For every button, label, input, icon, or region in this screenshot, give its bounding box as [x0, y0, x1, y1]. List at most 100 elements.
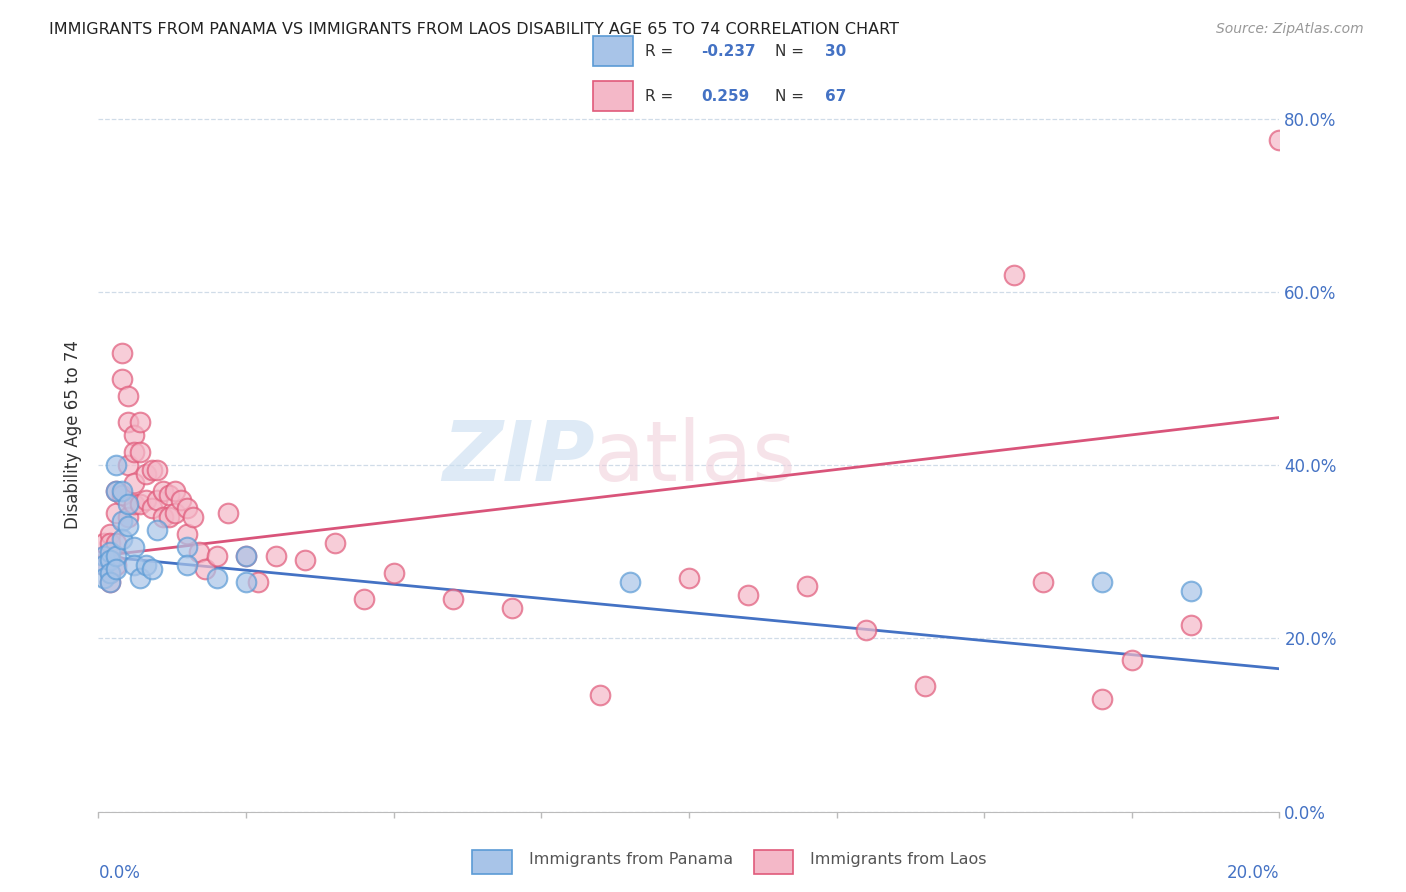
Point — [122, 558, 145, 572]
Point — [105, 506, 128, 520]
Point — [737, 588, 759, 602]
Point — [205, 549, 228, 563]
Point — [146, 462, 169, 476]
Point — [1091, 692, 1114, 706]
Text: R =: R = — [645, 44, 679, 59]
Point — [235, 549, 257, 563]
Point — [1180, 583, 1202, 598]
Point — [128, 415, 150, 429]
Text: atlas: atlas — [595, 417, 796, 498]
Point — [98, 566, 121, 581]
Point — [187, 545, 209, 559]
Point — [181, 510, 204, 524]
Text: -0.237: -0.237 — [702, 44, 755, 59]
Point — [111, 371, 134, 385]
Point — [146, 523, 169, 537]
Point — [98, 545, 121, 559]
Text: N =: N = — [775, 44, 808, 59]
Point — [122, 541, 145, 555]
Point — [235, 575, 257, 590]
Point — [176, 541, 198, 555]
Point — [589, 688, 612, 702]
Point — [98, 575, 121, 590]
Point — [141, 501, 163, 516]
Point — [111, 345, 134, 359]
Text: IMMIGRANTS FROM PANAMA VS IMMIGRANTS FROM LAOS DISABILITY AGE 65 TO 74 CORRELATI: IMMIGRANTS FROM PANAMA VS IMMIGRANTS FRO… — [49, 22, 900, 37]
Point — [176, 501, 198, 516]
Point — [176, 558, 198, 572]
Point — [117, 415, 139, 429]
Point — [98, 575, 121, 590]
Point — [122, 475, 145, 490]
Text: R =: R = — [645, 88, 679, 103]
Point — [98, 536, 121, 550]
Point — [93, 558, 115, 572]
Point — [135, 558, 157, 572]
Point — [122, 428, 145, 442]
Point — [93, 549, 115, 563]
Point — [135, 467, 157, 481]
Point — [170, 492, 193, 507]
Text: 0.259: 0.259 — [702, 88, 749, 103]
Point — [93, 549, 115, 563]
Text: 0.0%: 0.0% — [98, 864, 141, 882]
Point — [1002, 268, 1025, 282]
Point — [176, 527, 198, 541]
Point — [117, 497, 139, 511]
Point — [135, 492, 157, 507]
Point — [105, 558, 128, 572]
Text: N =: N = — [775, 88, 808, 103]
Point — [1180, 618, 1202, 632]
Point — [294, 553, 316, 567]
Point — [246, 575, 269, 590]
Point — [501, 601, 523, 615]
Bar — [593, 81, 633, 111]
Text: 20.0%: 20.0% — [1227, 864, 1279, 882]
Point — [914, 679, 936, 693]
Point — [98, 527, 121, 541]
Point — [1091, 575, 1114, 590]
Point — [105, 484, 128, 499]
Point — [117, 458, 139, 472]
Text: Source: ZipAtlas.com: Source: ZipAtlas.com — [1216, 22, 1364, 37]
Point — [157, 510, 180, 524]
Point — [98, 566, 121, 581]
Point — [619, 575, 641, 590]
Y-axis label: Disability Age 65 to 74: Disability Age 65 to 74 — [65, 341, 83, 529]
Point — [128, 571, 150, 585]
Point — [105, 562, 128, 576]
Point — [105, 549, 128, 563]
Point — [98, 553, 121, 567]
Point — [128, 497, 150, 511]
Point — [128, 445, 150, 459]
Point — [105, 484, 128, 499]
Point — [165, 506, 187, 520]
Point — [105, 458, 128, 472]
Point — [98, 553, 121, 567]
Point — [323, 536, 346, 550]
Point — [122, 497, 145, 511]
Point — [1268, 133, 1291, 147]
Point — [105, 536, 128, 550]
Point — [264, 549, 287, 563]
Bar — [754, 850, 793, 873]
Point — [678, 571, 700, 585]
Point — [111, 532, 134, 546]
Point — [111, 484, 134, 499]
Point — [93, 536, 115, 550]
Point — [382, 566, 405, 581]
Point — [353, 592, 375, 607]
Point — [122, 445, 145, 459]
Point — [1121, 653, 1143, 667]
Point — [152, 510, 174, 524]
Point — [796, 579, 818, 593]
Bar — [472, 850, 512, 873]
Point — [93, 558, 115, 572]
Point — [1032, 575, 1054, 590]
Point — [165, 484, 187, 499]
Point — [157, 488, 180, 502]
Point — [194, 562, 217, 576]
Point — [855, 623, 877, 637]
Point — [93, 571, 115, 585]
Text: Immigrants from Laos: Immigrants from Laos — [810, 853, 987, 867]
